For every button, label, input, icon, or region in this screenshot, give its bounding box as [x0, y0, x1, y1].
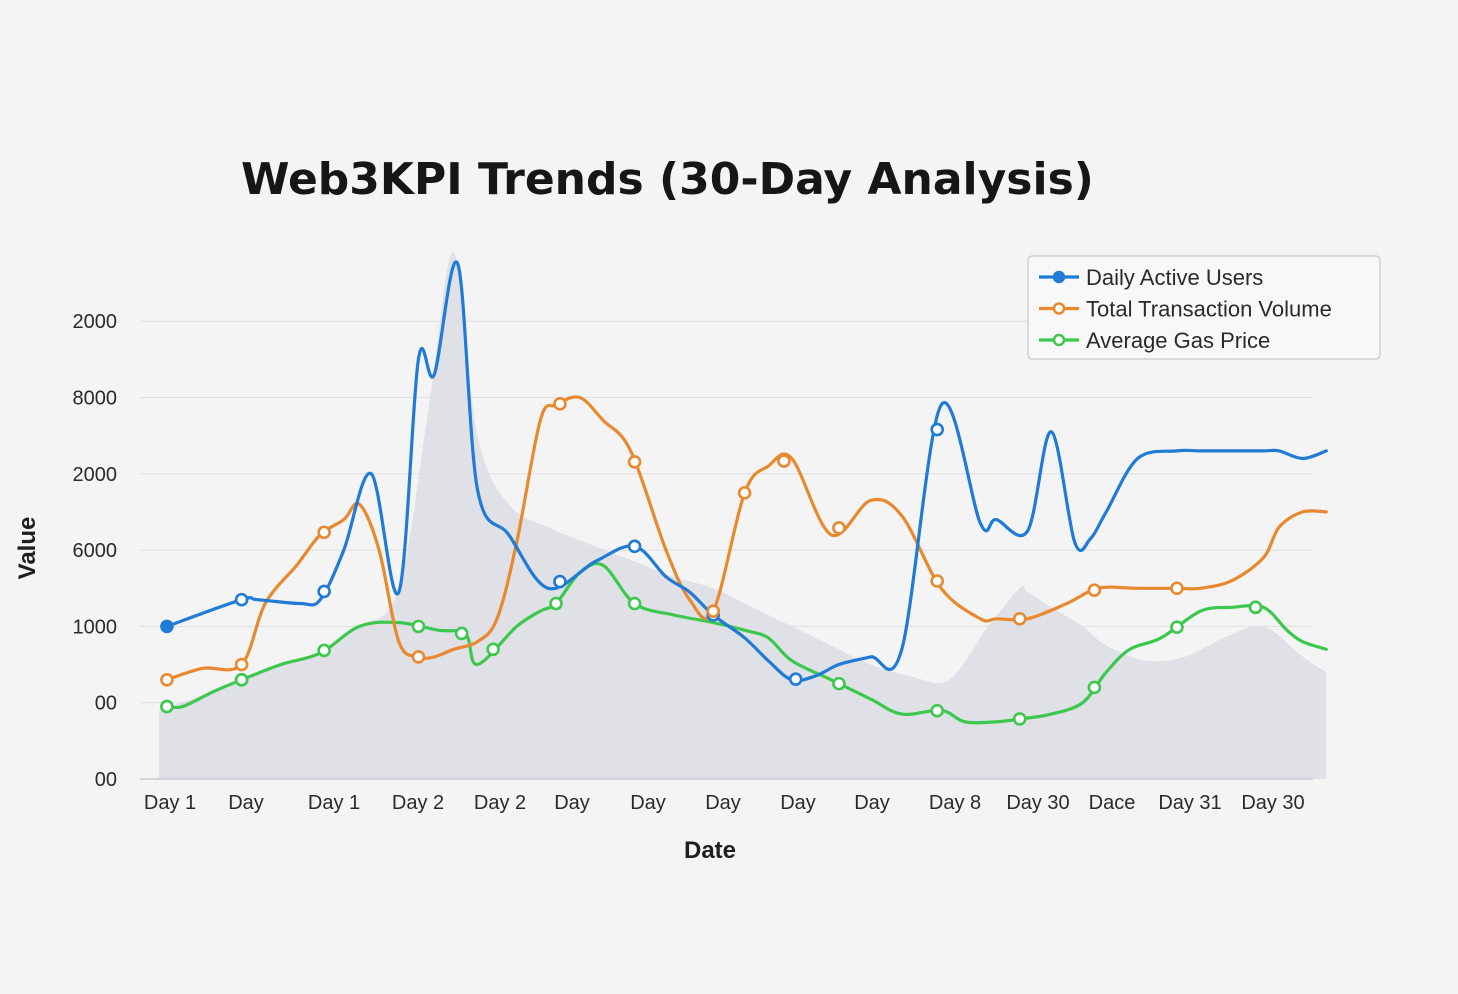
total-transaction-volume-marker	[777, 454, 791, 468]
average-gas-price-marker	[317, 643, 331, 658]
background-area-shape	[159, 252, 1327, 779]
x-tick-label: Day 30	[1006, 792, 1069, 814]
average-gas-price-marker	[160, 699, 174, 714]
average-gas-price-marker	[234, 673, 249, 687]
legend-box	[1027, 255, 1381, 360]
x-tick-label: Day	[705, 792, 741, 814]
average-gas-price-marker	[1087, 680, 1102, 695]
total-transaction-volume-marker	[1012, 611, 1027, 626]
y-axis-ticks: 00 00 1000 6000 2000 8000 2000	[73, 311, 118, 791]
y-tick-label: 00	[95, 769, 117, 791]
series-lines	[165, 260, 1328, 725]
legend-label: Average Gas Price	[1086, 328, 1270, 353]
y-tick-label: 6000	[73, 540, 118, 562]
average-gas-price-marker	[627, 596, 642, 611]
x-tick-label: Day 1	[144, 792, 196, 814]
average-gas-price-marker	[454, 626, 469, 641]
total-transaction-volume-marker	[737, 486, 752, 500]
legend-label: Daily Active Users	[1086, 265, 1263, 290]
x-axis-ticks: Day 1 Day Day 1 Day 2 Day 2 Day Day Day Day Day Da…	[144, 792, 1305, 814]
x-tick-label: Day	[554, 792, 590, 814]
average-gas-price-marker	[1170, 620, 1184, 634]
average-gas-price-marker	[930, 703, 945, 718]
daily-active-users-marker	[788, 672, 803, 686]
daily-active-users-marker	[234, 592, 249, 607]
y-axis-label: Value	[14, 517, 41, 580]
x-tick-label: Day 1	[308, 792, 360, 814]
average-gas-price-marker	[549, 596, 563, 611]
average-gas-price-marker	[1248, 600, 1263, 615]
x-tick-label: Day 8	[929, 792, 981, 814]
daily-active-users-marker	[160, 619, 174, 634]
x-tick-label: Day 2	[392, 792, 444, 814]
daily-active-users-line	[165, 260, 1328, 683]
total-transaction-volume-marker	[160, 673, 174, 687]
legend-label: Total Transaction Volume	[1086, 297, 1332, 322]
average-gas-price-marker	[486, 642, 500, 657]
background-area	[159, 252, 1327, 779]
daily-active-users-marker	[627, 539, 642, 554]
legend-marker	[1052, 302, 1066, 315]
y-tick-label: 8000	[73, 388, 118, 410]
x-tick-label: Dace	[1089, 792, 1136, 814]
x-tick-label: Day	[228, 792, 264, 814]
total-transaction-volume-line	[165, 395, 1328, 682]
daily-active-users-marker	[317, 584, 331, 599]
total-transaction-volume-marker	[832, 521, 846, 535]
total-transaction-volume-marker	[706, 604, 721, 618]
legend-item-average-gas-price: Average Gas Price	[1039, 328, 1270, 353]
legend-marker	[1052, 333, 1066, 347]
total-transaction-volume-marker	[1170, 581, 1184, 596]
daily-active-users-marker	[930, 422, 945, 437]
legend-marker	[1052, 270, 1066, 284]
average-gas-price-line	[165, 561, 1328, 725]
total-transaction-volume-marker	[411, 650, 426, 664]
average-gas-price-marker	[411, 619, 426, 634]
x-tick-label: Day 2	[474, 792, 526, 814]
total-transaction-volume-marker	[1087, 583, 1102, 597]
total-transaction-volume-marker	[553, 397, 567, 411]
series-markers	[160, 397, 1263, 726]
legend-item-total-transaction-volume: Total Transaction Volume	[1039, 297, 1332, 322]
total-transaction-volume-marker	[317, 525, 331, 540]
y-tick-label: 00	[95, 693, 117, 715]
x-tick-label: Day 31	[1158, 792, 1221, 814]
x-tick-label: Day	[630, 792, 666, 814]
total-transaction-volume-marker	[234, 657, 249, 672]
x-tick-label: Day	[780, 792, 816, 814]
total-transaction-volume-marker	[627, 455, 642, 469]
y-tick-label: 2000	[73, 464, 118, 486]
x-tick-label: Day	[854, 792, 890, 814]
y-tick-label: 1000	[73, 616, 118, 638]
x-axis-label: Date	[684, 837, 736, 864]
average-gas-price-marker	[1012, 712, 1027, 726]
y-tick-label: 2000	[73, 311, 118, 333]
average-gas-price-marker	[832, 676, 846, 691]
legend: Daily Active Users Total Transaction Volu…	[1027, 255, 1381, 360]
legend-item-daily-active-users: Daily Active Users	[1039, 265, 1263, 290]
x-tick-label: Day 30	[1241, 792, 1304, 814]
total-transaction-volume-marker	[930, 574, 945, 588]
daily-active-users-marker	[553, 574, 567, 589]
chart-title: Web3KPI Trends (30-Day Analysis)	[241, 154, 1094, 205]
